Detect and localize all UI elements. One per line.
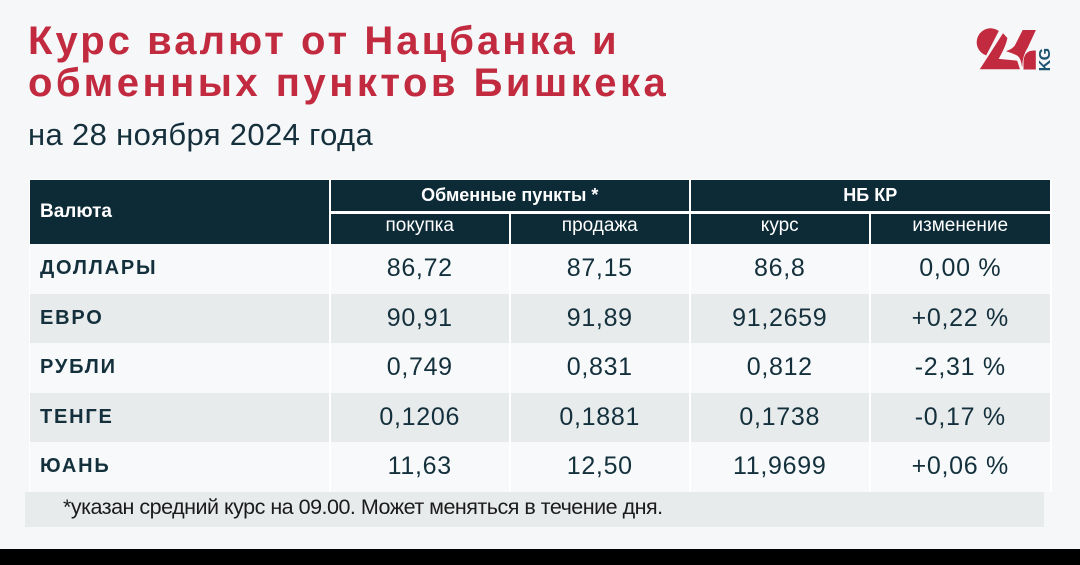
svg-text:KG: KG bbox=[1037, 48, 1050, 71]
